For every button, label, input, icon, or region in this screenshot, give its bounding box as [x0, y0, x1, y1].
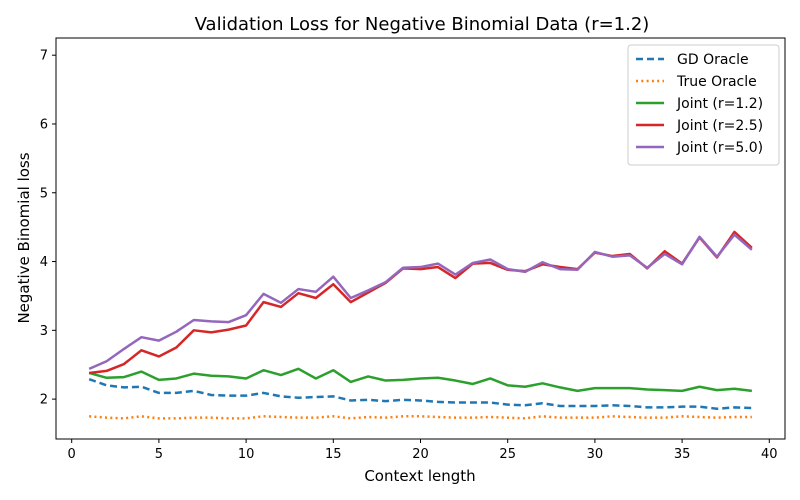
x-tick-label: 5: [155, 447, 163, 462]
x-tick-label: 0: [68, 447, 76, 462]
plot-area: [88, 230, 753, 420]
legend-label: Joint (r=2.5): [676, 118, 763, 134]
series-line-joint-r-2-5: [88, 230, 753, 375]
x-tick-label: 35: [674, 447, 691, 462]
x-tick-label: 40: [761, 447, 778, 462]
series-line-joint-r-5-0: [88, 233, 753, 370]
legend-box: [627, 44, 780, 166]
legend-label: GD Oracle: [677, 52, 749, 68]
series-line-joint-r-1-2: [88, 367, 753, 393]
x-axis-label: Context length: [364, 467, 475, 485]
y-tick-label: 2: [40, 393, 48, 408]
y-tick-label: 4: [40, 255, 48, 270]
legend: GD Oracle True Oracle Joint (r=1.2) Joint (…: [627, 44, 780, 166]
chart-title: Validation Loss for Negative Binomial Da…: [195, 14, 650, 35]
x-tick-label: 30: [587, 447, 604, 462]
series-line-true-oracle: [89, 415, 752, 420]
legend-label: Joint (r=5.0): [676, 140, 763, 156]
y-tick-label: 7: [40, 49, 48, 64]
x-tick-label: 10: [238, 447, 255, 462]
legend-label: Joint (r=1.2): [676, 96, 763, 112]
legend-label: True Oracle: [676, 74, 757, 90]
y-tick-label: 6: [40, 117, 48, 132]
x-tick-label: 15: [325, 447, 342, 462]
y-tick-label: 3: [40, 324, 48, 339]
x-tick-label: 25: [499, 447, 516, 462]
y-tick-label: 5: [40, 186, 48, 201]
x-tick-label: 20: [412, 447, 429, 462]
y-axis-label: Negative Binomial loss: [15, 152, 33, 323]
axis-ticks: 0 5 10 15 20 25 30 35 40 2 3 4 5 6 7: [40, 49, 778, 462]
series-line-gd-oracle: [88, 377, 752, 410]
